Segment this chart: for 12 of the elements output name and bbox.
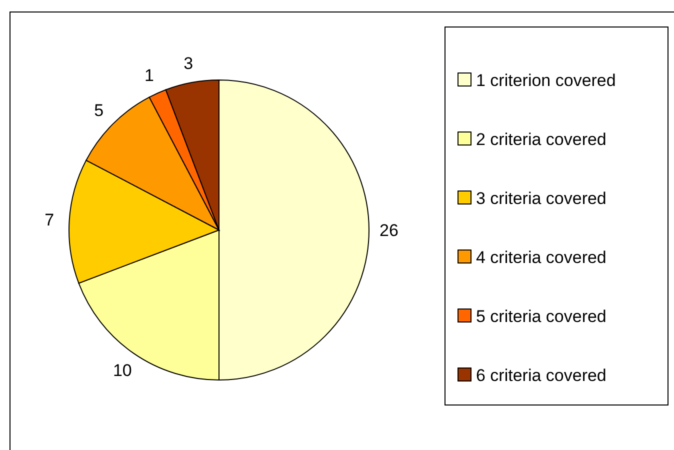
legend-label: 6 criteria covered [476, 366, 606, 385]
data-label: 3 [184, 54, 194, 73]
data-label: 10 [112, 360, 132, 380]
data-label: 1 [144, 66, 154, 85]
data-label: 5 [94, 100, 104, 120]
data-label: 7 [44, 210, 54, 230]
legend-label: 4 criteria covered [476, 248, 606, 267]
data-label: 26 [380, 220, 398, 240]
legend-label: 5 criteria covered [476, 306, 606, 326]
legend-label: 1 criterion covered [476, 70, 616, 90]
legend-label: 3 criteria covered [476, 188, 606, 208]
legend-label: 2 criteria covered [476, 130, 606, 149]
